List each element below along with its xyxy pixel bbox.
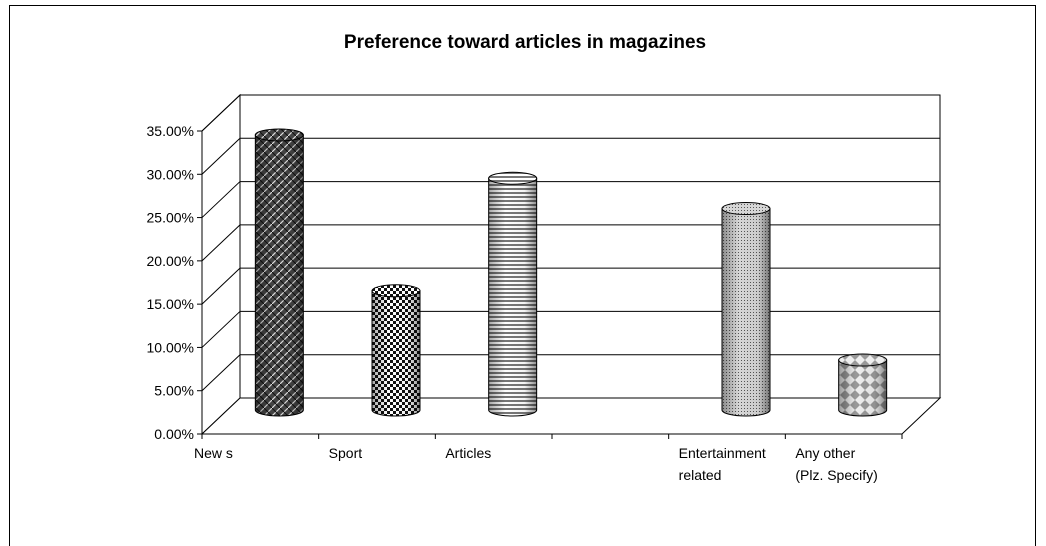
- floor: [200, 397, 942, 435]
- y-tick-label: 35.00%: [147, 123, 194, 139]
- bar-top: [488, 171, 538, 185]
- bar: [371, 284, 421, 417]
- bar-top: [254, 128, 304, 142]
- y-tick-label: 20.00%: [147, 253, 194, 269]
- gridline-side: [201, 267, 241, 305]
- gridline-side: [201, 137, 241, 175]
- x-category-label: Entertainment related: [679, 445, 766, 483]
- bar-top: [371, 284, 421, 298]
- bar-shading: [372, 290, 420, 416]
- gridline-side: [201, 354, 241, 392]
- bars: [254, 128, 888, 417]
- y-axis-ticks: 0.00% 5.00% 10.00% 15.00% 20.00% 25.00% 30.00%…: [147, 123, 903, 442]
- x-category-label: Sport: [329, 445, 363, 461]
- bar: [838, 353, 888, 417]
- gridline-side: [201, 94, 241, 132]
- gridline-side: [201, 311, 241, 348]
- side-wall: [201, 93, 241, 436]
- x-category-label: New s: [194, 445, 233, 461]
- bar: [488, 171, 538, 417]
- bar: [721, 202, 771, 417]
- bar-shading: [488, 178, 537, 416]
- back-wall: [239, 94, 941, 399]
- bar-top: [838, 353, 888, 367]
- bar-shading: [838, 360, 887, 416]
- y-tick-label: 10.00%: [147, 339, 194, 355]
- bar-top: [721, 202, 771, 216]
- x-axis-labels: New s Sport Articles Entertainment related An…: [194, 445, 878, 483]
- bar-shading: [255, 134, 304, 417]
- gridline-side: [201, 224, 241, 262]
- bar-shading: [722, 208, 770, 416]
- gridline-side: [201, 181, 241, 218]
- bar: [254, 128, 304, 417]
- y-tick-label: 30.00%: [147, 166, 194, 182]
- chart-frame: [9, 5, 1036, 546]
- x-category-label: Any other (Plz. Specify): [795, 445, 877, 483]
- gridlines: [201, 94, 940, 392]
- chart-title: Preference toward articles in magazines: [344, 32, 706, 53]
- y-tick-label: 5.00%: [154, 383, 194, 399]
- y-tick-label: 0.00%: [154, 426, 194, 442]
- y-tick-label: 25.00%: [147, 210, 194, 226]
- y-tick-label: 15.00%: [147, 296, 194, 312]
- x-category-label: Articles: [445, 445, 491, 461]
- plot-walls: [200, 93, 942, 436]
